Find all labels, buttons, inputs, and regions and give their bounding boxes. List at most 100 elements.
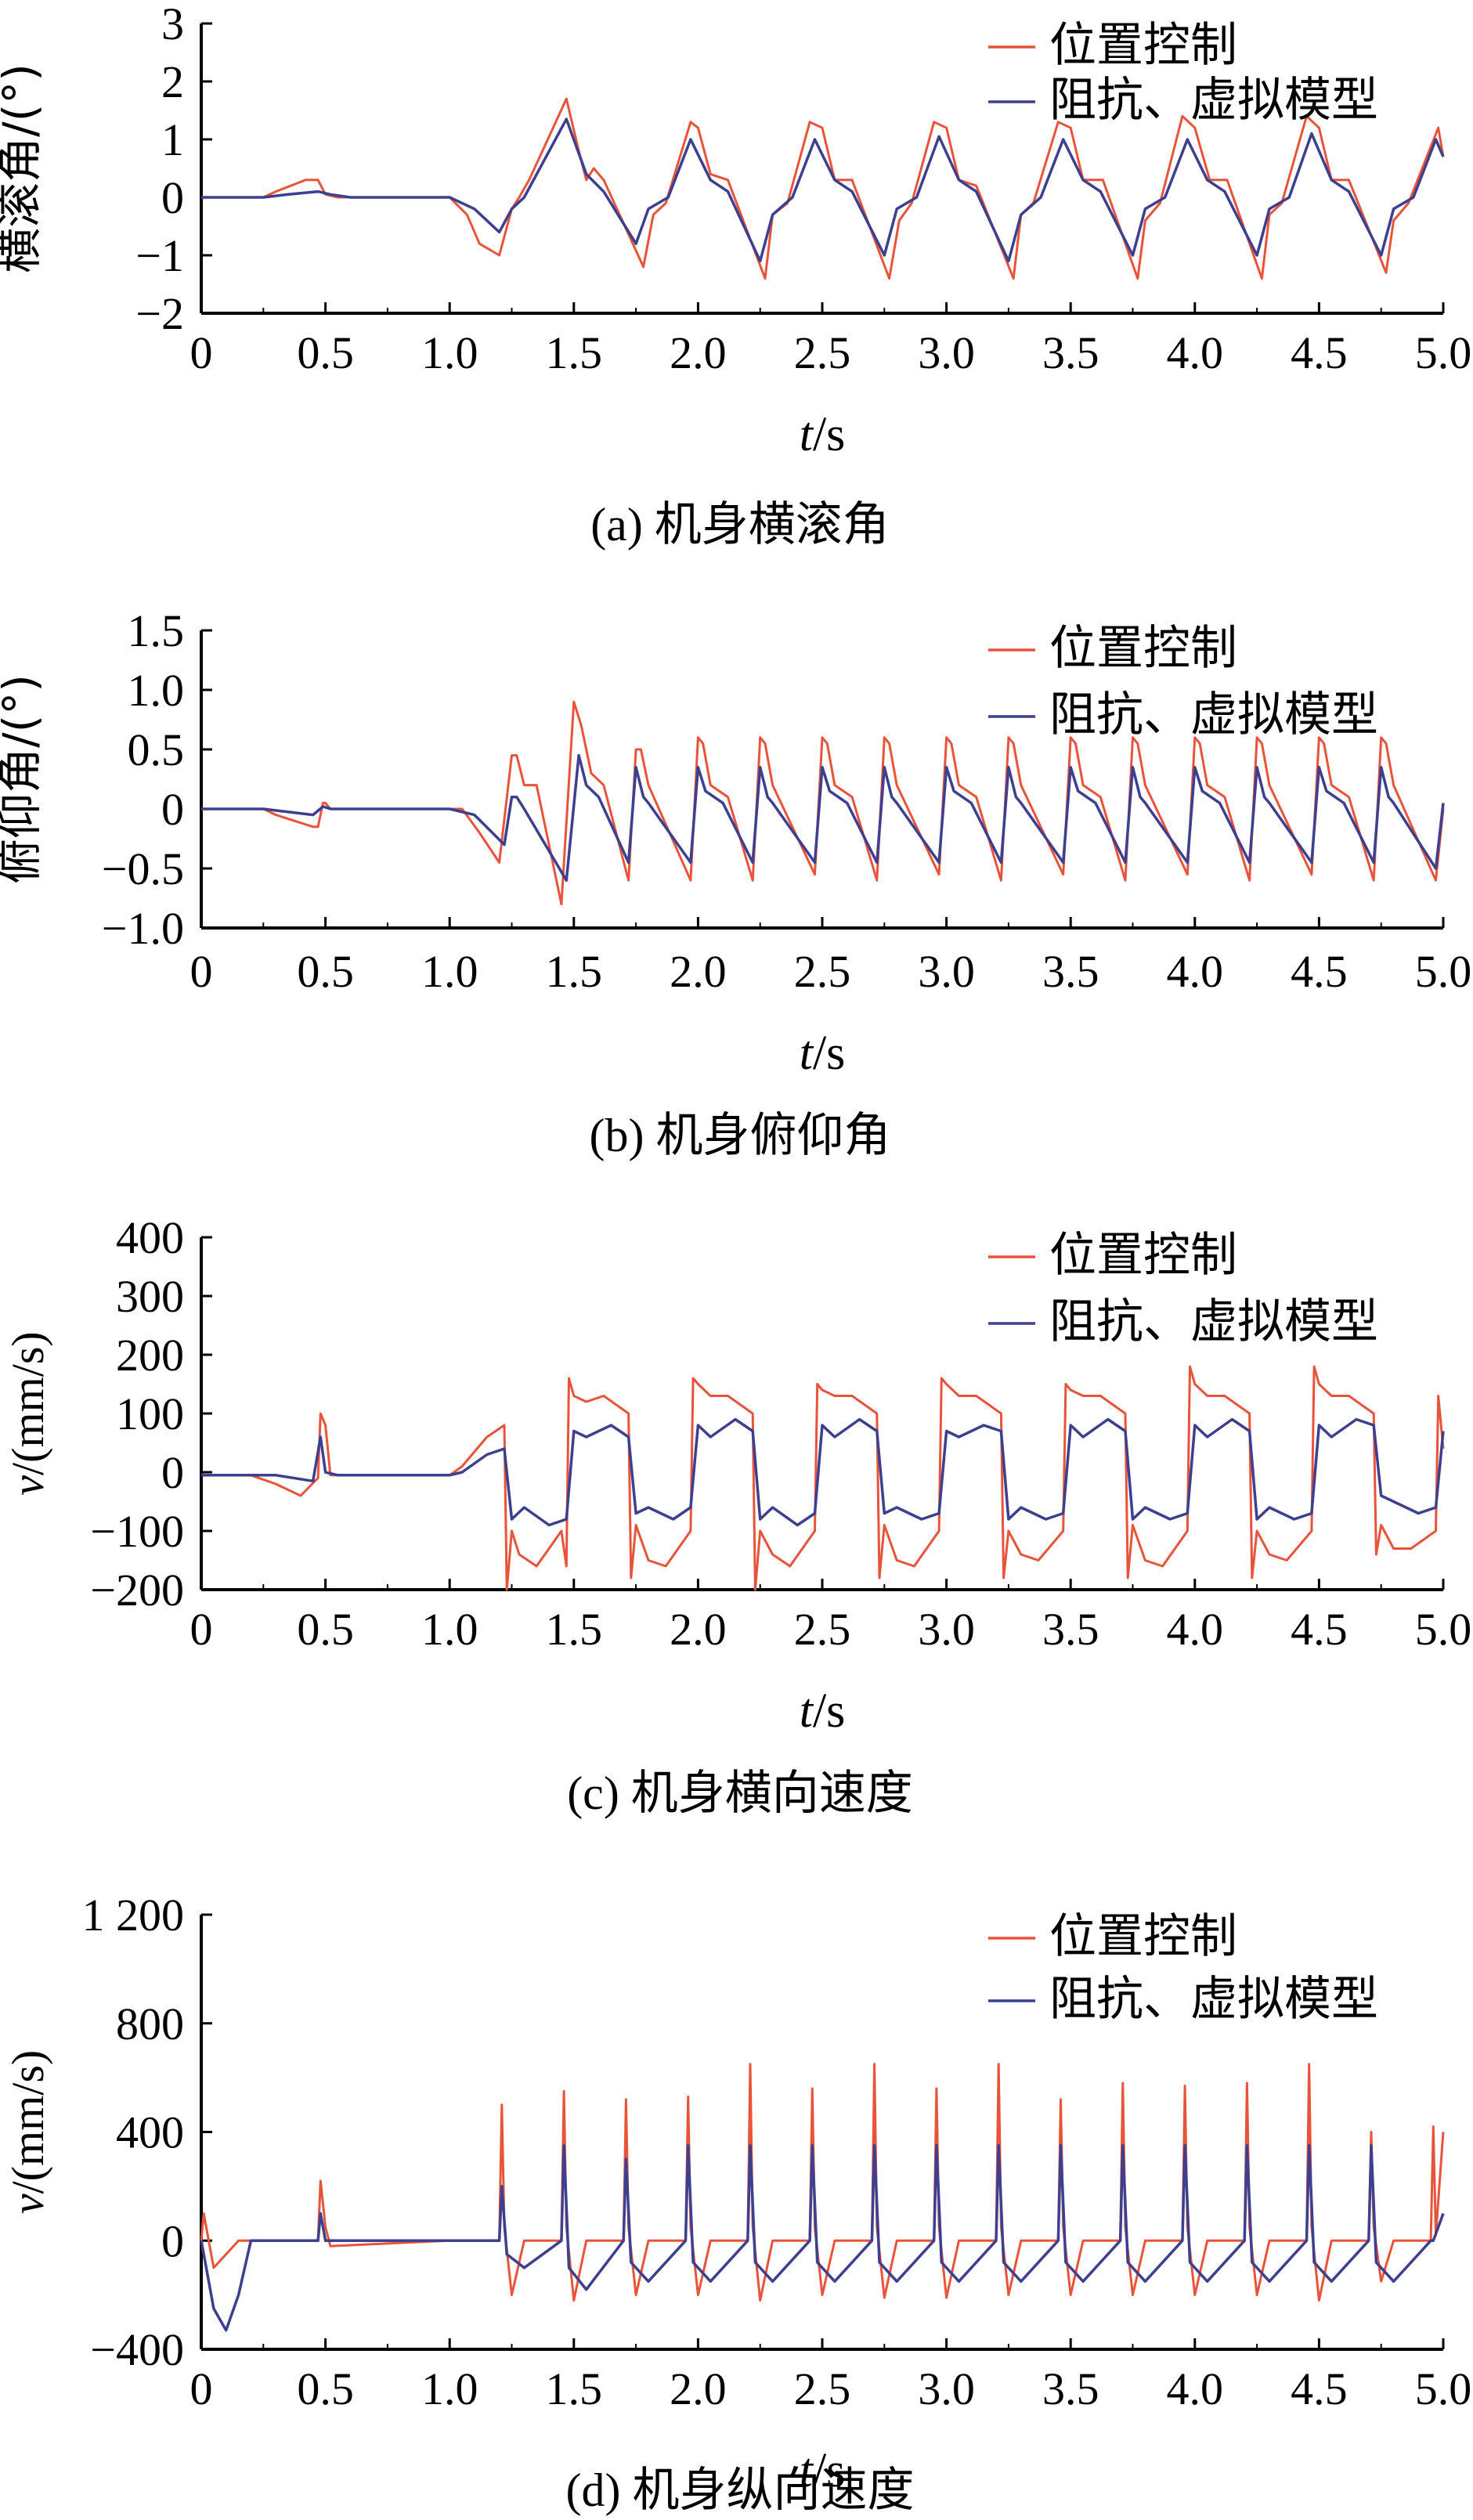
x-tick-label: 1.5	[546, 1604, 603, 1655]
x-axis-var: t	[800, 2444, 814, 2497]
x-tick-label: 2.5	[794, 327, 851, 378]
y-tick-label: −200	[90, 1565, 184, 1616]
y-tick-label: 400	[116, 1212, 184, 1263]
x-tick-label: 2.0	[670, 327, 727, 378]
chart-panel-b: 0 0.5 1.0 1.5 2.0 2.5 3.0 3.5 4.0 4.5 5.0 1.5 1.0 0.5…	[0, 605, 1471, 1161]
x-tick-label: 2.0	[670, 1604, 727, 1655]
x-tick-label: 4.0	[1167, 327, 1224, 378]
y-tick-label: −0.5	[102, 843, 184, 894]
x-tick-label: 0	[190, 2363, 213, 2414]
x-tick-label: 1.5	[546, 327, 603, 378]
y-tick-label: −2	[135, 288, 184, 339]
x-axis-unit: /s	[813, 408, 845, 461]
x-axis-var: t	[800, 1027, 814, 1080]
x-tick-label: 2.0	[670, 2363, 727, 2414]
y-tick-label: 0.5	[128, 724, 185, 775]
x-tick-label: 3.5	[1042, 327, 1099, 378]
y-tick-label: 400	[116, 2107, 184, 2158]
panel-caption: (d) 机身纵向速度	[566, 2464, 915, 2516]
x-tick-label: 3.0	[918, 2363, 975, 2414]
legend-label: 位置控制	[1049, 1228, 1237, 1283]
y-tick-label: 0	[161, 172, 184, 223]
x-tick-label: 4.5	[1291, 1604, 1348, 1655]
x-tick-label: 4.0	[1167, 1604, 1224, 1655]
x-tick-label: 0.5	[297, 946, 354, 997]
y-tick-label: 0	[161, 1447, 184, 1498]
x-tick-label: 4.5	[1291, 327, 1348, 378]
y-axis-title: 俯仰角/(°)	[0, 674, 46, 884]
x-tick-label: 3.0	[918, 327, 975, 378]
x-tick-label: 4.0	[1167, 946, 1224, 997]
y-tick-label: 3	[161, 0, 184, 49]
x-axis-var: t	[800, 1684, 814, 1738]
x-tick-label: 0	[190, 1604, 213, 1655]
x-axis-title: t/s	[800, 408, 846, 461]
x-axis-title: t/s	[800, 1027, 846, 1080]
y-axis-unit: /(mm/s)	[2, 2050, 53, 2194]
y-tick-label: 200	[116, 1330, 184, 1381]
x-tick-label: 2.5	[794, 1604, 851, 1655]
y-axis-unit: /(mm/s)	[2, 1331, 53, 1475]
x-axis-unit: /s	[813, 2444, 845, 2497]
chart-panel-a: 0 0.5 1.0 1.5 2.0 2.5 3.0 3.5 4.0 4.5 5.03210−1−2横…	[0, 0, 1471, 551]
y-tick-label: −400	[90, 2324, 184, 2375]
x-tick-label: 3.5	[1042, 946, 1099, 997]
x-tick-label: 0	[190, 946, 213, 997]
x-tick-label: 1.0	[421, 1604, 478, 1655]
y-axis-var: v	[2, 1475, 53, 1496]
y-axis-title: 横滚角/(°)	[0, 63, 46, 273]
x-axis-unit: /s	[813, 1027, 845, 1080]
x-tick-label: 5.0	[1415, 327, 1472, 378]
x-axis-var: t	[800, 408, 814, 461]
x-tick-label: 2.0	[670, 946, 727, 997]
y-tick-label: 100	[116, 1388, 184, 1439]
y-axis-title: v/(mm/s)	[2, 1331, 53, 1495]
x-tick-label: 1.0	[421, 946, 478, 997]
y-tick-label: −1.0	[102, 903, 184, 954]
x-tick-label: 3.5	[1042, 1604, 1099, 1655]
x-axis-title: t/s	[800, 1684, 846, 1738]
x-tick-label: 0.5	[297, 327, 354, 378]
x-tick-label: 0	[190, 327, 213, 378]
x-tick-label: 5.0	[1415, 1604, 1472, 1655]
x-tick-label: 1.5	[546, 2363, 603, 2414]
legend-label: 位置控制	[1049, 1909, 1237, 1964]
x-tick-label: 3.0	[918, 1604, 975, 1655]
legend-label: 阻抗、虚拟模型	[1049, 1972, 1378, 2027]
legend-label: 阻抗、虚拟模型	[1049, 1294, 1378, 1349]
series-line-impedance-model	[200, 2144, 1445, 2332]
x-tick-label: 1.0	[421, 2363, 478, 2414]
y-axis-var: v	[2, 2193, 53, 2214]
x-axis-title: t/s	[800, 2444, 846, 2497]
panel-caption: (a) 机身横滚角	[590, 499, 890, 551]
x-axis-unit: /s	[813, 1684, 845, 1738]
series-line-impedance-model	[201, 117, 1445, 263]
y-tick-label: 800	[116, 1998, 184, 2049]
y-tick-label: 1.5	[128, 605, 185, 656]
y-tick-label: −1	[135, 230, 184, 281]
y-tick-label: 1.0	[128, 665, 185, 716]
x-tick-label: 5.0	[1415, 946, 1472, 997]
y-tick-label: 0	[161, 2215, 184, 2266]
chart-panel-c: 0 0.5 1.0 1.5 2.0 2.5 3.0 3.5 4.0 4.5 5.0 400 300 200…	[2, 1212, 1471, 1819]
x-tick-label: 1.0	[421, 327, 478, 378]
series-line-position-control	[201, 1365, 1445, 1591]
panel-caption: (c) 机身横向速度	[567, 1767, 913, 1819]
series-line-impedance-model	[201, 1417, 1445, 1527]
legend-label: 位置控制	[1049, 18, 1237, 73]
x-tick-label: 5.0	[1415, 2363, 1472, 2414]
x-tick-label: 3.5	[1042, 2363, 1099, 2414]
x-tick-label: 0.5	[297, 1604, 354, 1655]
x-tick-label: 1.5	[546, 946, 603, 997]
x-tick-label: 2.5	[794, 2363, 851, 2414]
legend-label: 阻抗、虚拟模型	[1049, 688, 1378, 742]
legend-label: 阻抗、虚拟模型	[1049, 73, 1378, 128]
y-tick-label: 2	[161, 56, 184, 107]
y-tick-label: 300	[116, 1271, 184, 1322]
x-tick-label: 3.0	[918, 946, 975, 997]
x-tick-label: 4.5	[1291, 946, 1348, 997]
y-axis-title: v/(mm/s)	[2, 2050, 53, 2214]
x-tick-label: 2.5	[794, 946, 851, 997]
chart-panel-d: 0 0.5 1.0 1.5 2.0 2.5 3.0 3.5 4.0 4.5 5.0 1 200 800 4…	[2, 1890, 1471, 2516]
